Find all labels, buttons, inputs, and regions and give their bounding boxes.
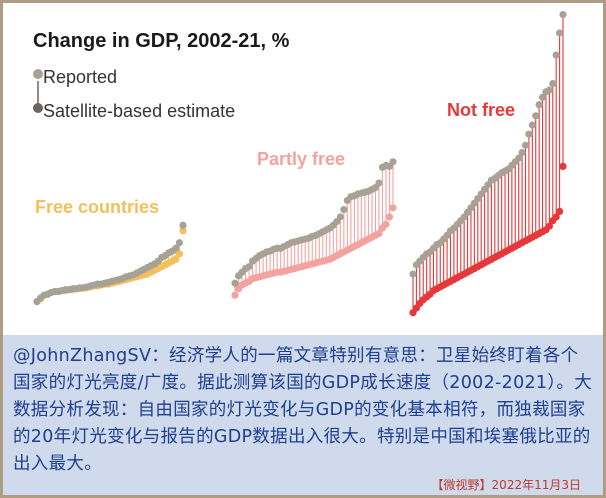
estimate-dot-icon: [33, 103, 43, 113]
gdp-change-chart: Free countries Partly free Not free: [33, 11, 567, 317]
reported-point: [389, 158, 397, 166]
legend-estimate-label: Satellite-based estimate: [43, 101, 236, 121]
series-partly-free: Partly free: [231, 149, 397, 299]
reported-point: [340, 206, 348, 214]
caption-panel: @JohnZhangSV：经济学人的一篇文章特别有意思：卫星始终盯着各个国家的灯…: [3, 335, 603, 475]
series-free-countries: Free countries: [33, 197, 187, 306]
estimate-point: [382, 220, 390, 228]
reported-point: [545, 86, 553, 94]
reported-point: [175, 239, 184, 247]
reported-point: [559, 11, 567, 19]
caption-text: @JohnZhangSV：经济学人的一篇文章特别有意思：卫星始终盯着各个国家的灯…: [13, 346, 593, 474]
estimate-point: [375, 229, 383, 238]
estimate-point: [559, 162, 567, 170]
estimate-point: [385, 213, 394, 221]
legend-reported-label: Reported: [43, 67, 118, 87]
reported-point: [538, 93, 547, 101]
reported-point: [518, 149, 526, 157]
reported-point: [525, 130, 533, 138]
legend-reported: Reported: [31, 67, 117, 88]
group-label: Partly free: [257, 149, 345, 169]
legend-connector-line: [37, 81, 39, 107]
estimate-point: [175, 250, 184, 258]
reported-point: [549, 80, 557, 88]
legend-estimate: Satellite-based estimate: [31, 101, 235, 122]
estimate-point: [545, 222, 553, 230]
reported-point: [521, 141, 530, 149]
chart-title: Change in GDP, 2002-21, %: [33, 30, 290, 52]
footer-date: 【微视野】2022年11月3日: [431, 478, 581, 492]
reported-point: [172, 244, 180, 252]
series-not-free: Not free: [409, 11, 567, 317]
reported-point: [336, 213, 344, 221]
reported-point: [409, 270, 417, 278]
reported-point: [555, 29, 564, 37]
reported-point: [532, 112, 540, 120]
estimate-point: [555, 207, 564, 216]
group-label: Not free: [447, 100, 515, 120]
chart-area: Free countries Partly free Not free Change…: [3, 3, 603, 335]
estimate-point: [179, 227, 187, 235]
estimate-point: [389, 204, 397, 212]
reported-dot-icon: [33, 69, 43, 79]
reported-point: [231, 279, 239, 287]
reported-point: [375, 179, 383, 187]
group-label: Free countries: [35, 197, 159, 217]
reported-point: [515, 154, 523, 162]
reported-point: [528, 121, 536, 129]
estimate-point: [231, 291, 239, 299]
footer-bar: 【微视野】2022年11月3日: [3, 475, 603, 495]
reported-point: [245, 263, 253, 271]
reported-point: [552, 51, 560, 59]
reported-point: [179, 221, 187, 229]
reported-point: [535, 101, 543, 109]
estimate-point: [172, 255, 180, 263]
estimate-point: [552, 213, 560, 221]
